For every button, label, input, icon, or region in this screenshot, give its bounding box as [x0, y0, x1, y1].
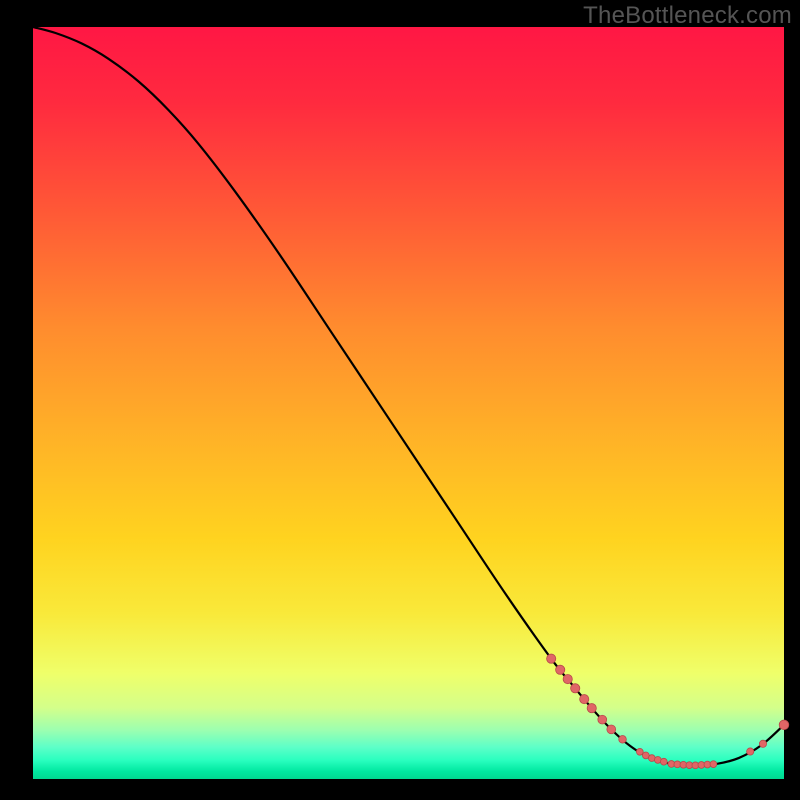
data-marker	[587, 704, 596, 713]
data-marker	[619, 735, 627, 743]
data-marker	[556, 665, 565, 674]
chart-container: TheBottleneck.com	[0, 0, 800, 800]
data-marker	[747, 748, 754, 755]
data-marker	[547, 654, 556, 663]
data-marker	[710, 761, 717, 768]
data-marker	[759, 740, 766, 747]
data-marker	[636, 748, 643, 755]
chart-svg	[0, 0, 800, 800]
data-marker	[571, 684, 580, 693]
data-marker	[660, 758, 667, 765]
data-marker	[598, 715, 607, 724]
data-marker	[563, 674, 572, 683]
data-marker	[607, 725, 616, 734]
watermark-text: TheBottleneck.com	[583, 2, 792, 30]
data-marker	[580, 695, 589, 704]
plot-background	[33, 27, 784, 779]
data-marker	[779, 720, 789, 730]
